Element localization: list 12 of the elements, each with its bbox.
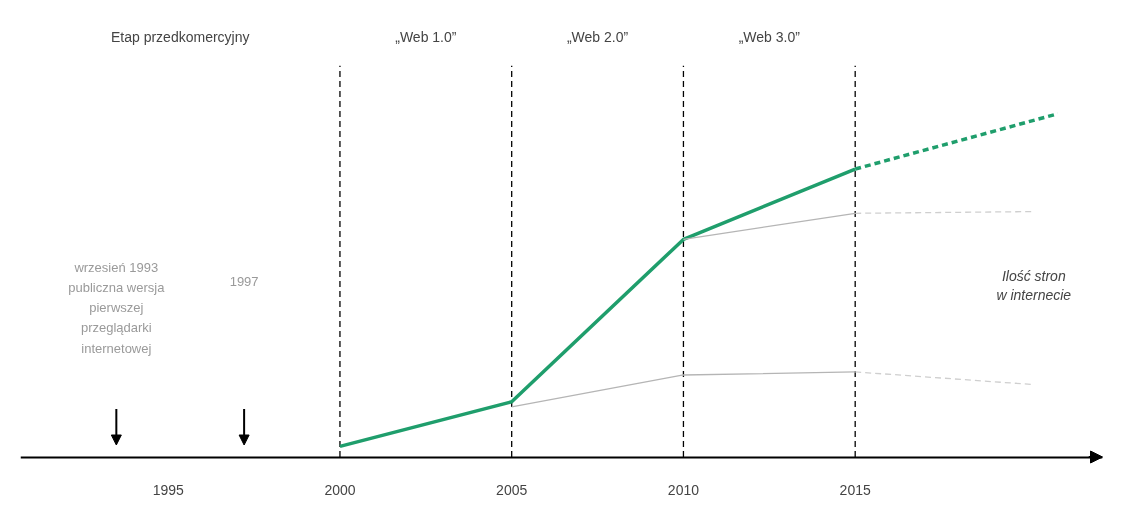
- annotation: wrzesień 1993 publiczna wersja pierwszej przeglądarki internetowej: [68, 259, 166, 356]
- text: „Web 2.0”: [566, 28, 629, 45]
- annotation: Ilość stron w internecie: [996, 267, 1072, 303]
- text: Etap przedkomercyjny: [110, 28, 250, 45]
- x-tick-label: 2015: [839, 482, 871, 499]
- annotation: 1997: [229, 273, 259, 289]
- text: „Web 3.0”: [738, 28, 801, 45]
- x-tick-label: 2005: [496, 482, 528, 499]
- x-tick-label: 1995: [152, 482, 184, 499]
- x-tick-label: 2000: [324, 482, 356, 499]
- x-tick-label: 2010: [667, 482, 700, 499]
- text: „Web 1.0”: [395, 28, 457, 45]
